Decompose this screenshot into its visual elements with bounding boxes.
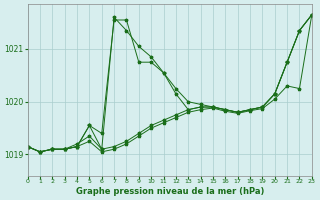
X-axis label: Graphe pression niveau de la mer (hPa): Graphe pression niveau de la mer (hPa) [76, 187, 264, 196]
